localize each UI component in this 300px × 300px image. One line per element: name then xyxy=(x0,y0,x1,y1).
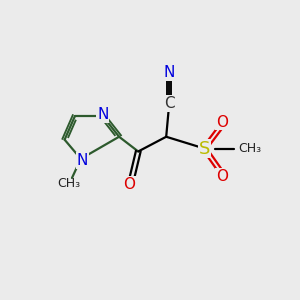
Text: S: S xyxy=(199,140,210,158)
Text: CH₃: CH₃ xyxy=(58,177,81,190)
Text: C: C xyxy=(164,96,175,111)
Text: N: N xyxy=(97,107,109,122)
Text: O: O xyxy=(216,115,228,130)
Text: N: N xyxy=(76,153,88,168)
Text: CH₃: CH₃ xyxy=(238,142,262,155)
Text: O: O xyxy=(123,177,135,192)
Text: O: O xyxy=(216,169,228,184)
Text: N: N xyxy=(164,65,175,80)
